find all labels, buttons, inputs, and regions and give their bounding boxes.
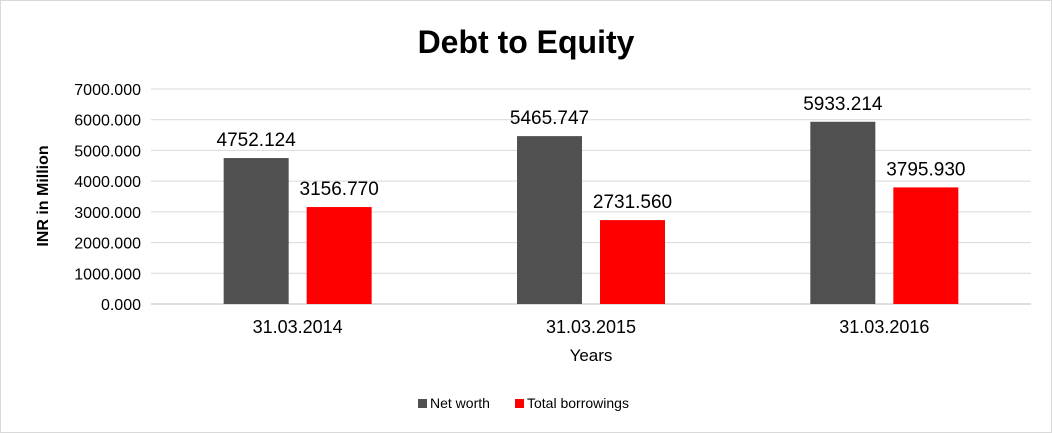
y-tick-label: 5000.000 bbox=[74, 143, 141, 160]
x-tick-label: 31.03.2016 bbox=[839, 317, 929, 337]
bar-total-borrowings bbox=[600, 220, 665, 304]
bar-total-borrowings bbox=[893, 187, 959, 304]
data-label: 5465.747 bbox=[510, 108, 589, 129]
x-axis-ticks: 31.03.2014 31.03.2015 31.03.2016 bbox=[253, 317, 930, 337]
data-label: 3795.930 bbox=[886, 159, 965, 180]
y-axis-label: INR in Million bbox=[35, 145, 52, 246]
y-tick-label: 0.000 bbox=[101, 297, 141, 314]
legend: Net worth Total borrowings bbox=[418, 395, 629, 411]
x-axis-label: Years bbox=[570, 346, 613, 365]
bar-total-borrowings bbox=[306, 207, 372, 304]
bar-net-worth bbox=[517, 136, 582, 304]
data-label: 3156.770 bbox=[300, 179, 379, 200]
x-tick-label: 31.03.2015 bbox=[546, 317, 636, 337]
legend-label: Net worth bbox=[430, 395, 490, 411]
legend-swatch bbox=[515, 399, 524, 408]
bars: 4752.124 3156.770 5465.747 2731.560 5933.214… bbox=[217, 94, 965, 305]
y-tick-label: 3000.000 bbox=[74, 205, 141, 222]
legend-swatch bbox=[418, 399, 427, 408]
y-tick-label: 6000.000 bbox=[74, 113, 141, 130]
data-label: 4752.124 bbox=[217, 130, 297, 151]
chart-title: Debt to Equity bbox=[418, 24, 635, 60]
y-axis-ticks: 0.000 1000.000 2000.000 3000.000 4000.000 500… bbox=[74, 82, 141, 314]
data-label: 5933.214 bbox=[803, 94, 883, 115]
data-label: 2731.560 bbox=[593, 192, 672, 213]
y-tick-label: 2000.000 bbox=[74, 236, 141, 253]
x-tick-label: 31.03.2014 bbox=[253, 317, 343, 337]
bar-net-worth bbox=[810, 121, 876, 305]
legend-label: Total borrowings bbox=[527, 395, 629, 411]
y-tick-label: 1000.000 bbox=[74, 266, 141, 283]
bar-net-worth bbox=[223, 158, 289, 304]
gridlines bbox=[151, 88, 1031, 305]
y-tick-label: 4000.000 bbox=[74, 174, 141, 191]
y-tick-label: 7000.000 bbox=[74, 82, 141, 99]
